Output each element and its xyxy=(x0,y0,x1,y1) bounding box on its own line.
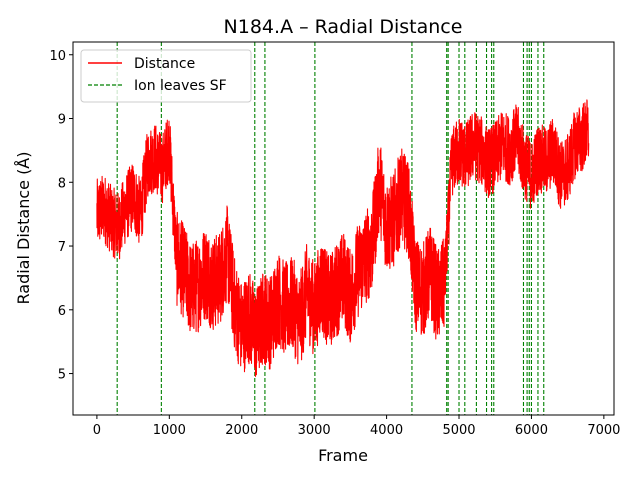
x-tick-label: 2000 xyxy=(225,423,258,438)
plot-frame xyxy=(72,41,615,416)
x-axis-ticks: 0 1000 2000 3000 4000 5000 6000 7000 xyxy=(93,415,620,438)
y-tick-label: 6 xyxy=(58,304,66,319)
y-axis-label: Radial Distance (Å) xyxy=(14,152,33,305)
y-tick-label: 5 xyxy=(58,368,66,383)
y-tick-label: 8 xyxy=(58,176,66,191)
legend-box xyxy=(80,49,252,103)
series-lines xyxy=(96,99,590,377)
x-tick-label: 6000 xyxy=(515,423,548,438)
series-line-distance xyxy=(96,99,590,377)
y-tick-label: 7 xyxy=(58,240,66,255)
x-tick-label: 3000 xyxy=(298,423,331,438)
legend: Distance Ion leaves SF xyxy=(80,49,252,103)
x-axis-label: Frame xyxy=(318,446,368,465)
y-tick-label: 9 xyxy=(58,113,66,128)
y-axis-ticks: 5 6 7 8 9 10 xyxy=(49,49,73,383)
x-tick-label: 0 xyxy=(93,423,101,438)
x-tick-label: 4000 xyxy=(370,423,403,438)
x-tick-label: 1000 xyxy=(153,423,186,438)
x-tick-label: 7000 xyxy=(587,423,620,438)
legend-label-event: Ion leaves SF xyxy=(134,78,227,94)
chart-title: N184.A – Radial Distance xyxy=(224,16,463,38)
y-tick-label: 10 xyxy=(49,49,66,64)
legend-label-distance: Distance xyxy=(134,56,195,72)
x-tick-label: 5000 xyxy=(442,423,475,438)
